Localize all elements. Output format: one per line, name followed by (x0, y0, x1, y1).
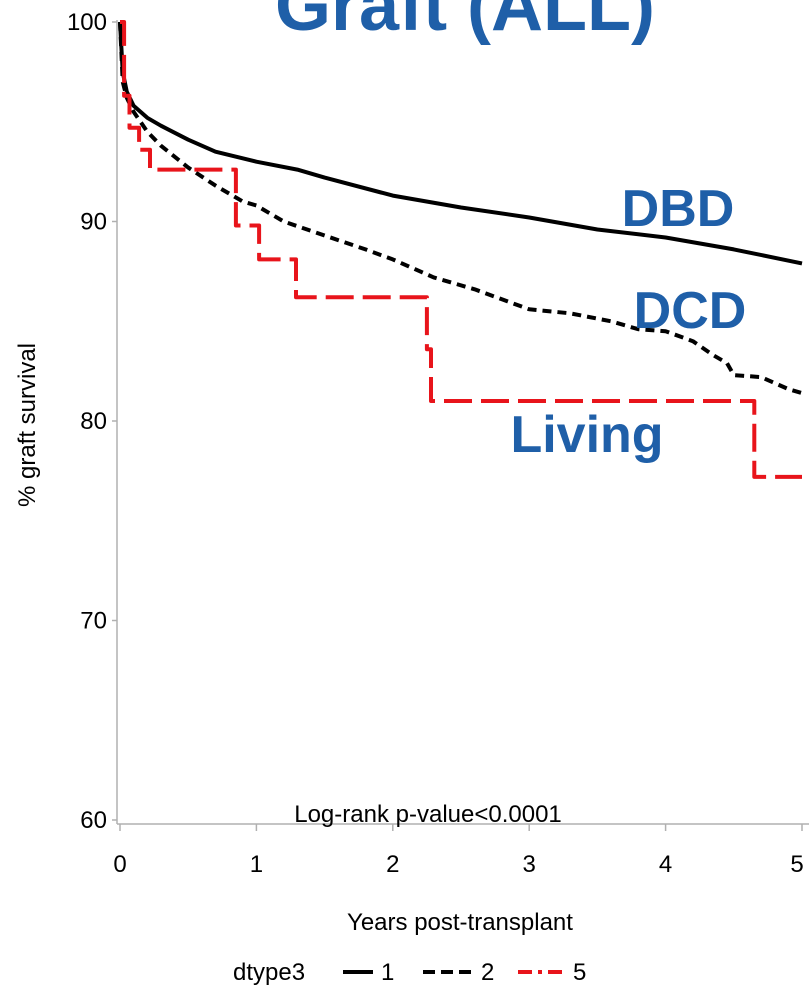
plot-area (116, 20, 809, 825)
y-tick-label: 100 (67, 9, 107, 36)
log-rank-annotation: Log-rank p-value<0.0001 (294, 801, 562, 828)
legend-label-5: 5 (573, 959, 586, 986)
series-label-dbd: DBD (622, 180, 735, 238)
y-axis-ticks: 60 70 80 90 100 (67, 9, 117, 834)
x-tick-label: 4 (659, 851, 672, 878)
y-tick-label: 90 (80, 209, 107, 236)
series-label-dcd: DCD (634, 282, 747, 340)
x-tick-label: 3 (523, 851, 536, 878)
x-axis-ticks: 0 1 2 3 4 5 (113, 824, 804, 878)
x-tick-label: 0 (113, 851, 126, 878)
chart-title: Graft (ALL) (275, 0, 655, 46)
x-tick-label: 5 (790, 851, 803, 878)
y-tick-label: 80 (80, 408, 107, 435)
series-line-1 (118, 21, 803, 266)
series-line-5 (120, 20, 802, 479)
legend-label-1: 1 (381, 959, 394, 986)
legend-title: dtype3 (233, 959, 305, 986)
x-tick-label: 1 (250, 851, 263, 878)
x-axis-label: Years post-transplant (347, 909, 573, 936)
y-axis-label: % graft survival (14, 343, 41, 507)
y-tick-label: 60 (80, 807, 107, 834)
y-tick-label: 70 (80, 608, 107, 635)
legend: dtype3 1 2 5 (233, 959, 586, 986)
series-lines (118, 20, 803, 479)
series-label-living: Living (510, 406, 663, 464)
series-line-2 (118, 21, 803, 396)
legend-label-2: 2 (481, 959, 494, 986)
x-tick-label: 2 (386, 851, 399, 878)
